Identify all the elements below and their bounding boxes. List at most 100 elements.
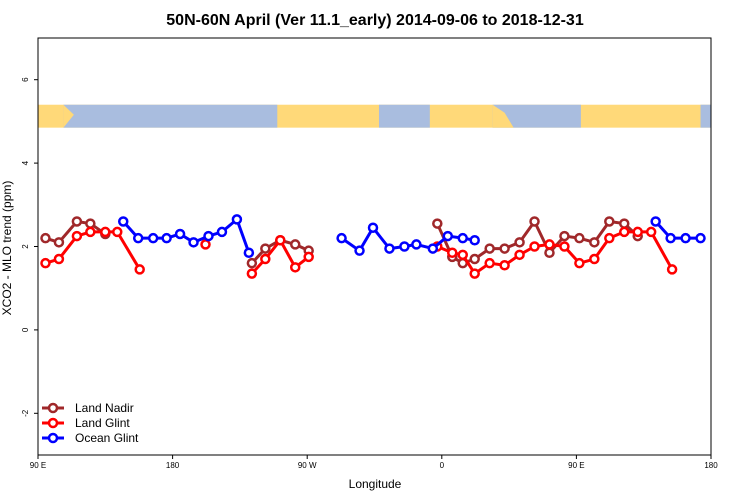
map-strip-coast	[63, 104, 74, 128]
data-point	[260, 253, 271, 265]
data-point	[384, 243, 395, 254]
series-line	[340, 226, 475, 253]
data-point	[589, 237, 600, 248]
data-point	[695, 232, 706, 244]
y-tick-label: 0	[21, 327, 30, 332]
data-point	[442, 230, 454, 242]
data-point	[53, 253, 65, 265]
legend-swatch-marker	[47, 402, 59, 414]
x-tick-label: 0	[440, 461, 445, 470]
data-point	[71, 216, 83, 227]
map-strip-ocean	[700, 104, 711, 128]
map-strip-coast	[492, 104, 514, 128]
data-point	[203, 230, 214, 242]
data-point	[447, 247, 458, 259]
data-point	[40, 232, 51, 244]
data-point	[231, 214, 243, 225]
data-point	[399, 241, 410, 252]
data-point	[645, 226, 657, 238]
map-strip-ocean	[63, 104, 278, 128]
data-point	[666, 264, 678, 275]
data-point	[484, 243, 495, 254]
data-point	[188, 237, 199, 248]
data-point	[604, 232, 615, 244]
data-point	[216, 226, 228, 238]
data-point	[367, 222, 379, 233]
data-point	[85, 218, 96, 229]
data-point	[559, 230, 570, 242]
series-line	[654, 220, 701, 240]
data-point	[303, 251, 314, 263]
data-point	[457, 249, 468, 261]
series-line	[122, 217, 251, 254]
data-point	[134, 264, 145, 275]
data-point	[246, 268, 258, 279]
legend-label: Ocean Glint	[75, 431, 139, 445]
data-point	[484, 257, 495, 269]
legend-label: Land Glint	[75, 416, 130, 430]
legend-item: Ocean Glint	[42, 431, 139, 445]
data-point	[174, 228, 186, 240]
data-point	[469, 234, 480, 246]
data-point	[574, 232, 585, 244]
data-point	[680, 232, 691, 244]
x-tick-label: 180	[166, 461, 180, 470]
data-point	[604, 216, 615, 227]
data-point	[559, 241, 570, 252]
data-point	[432, 218, 443, 229]
data-point	[589, 253, 600, 265]
data-point	[132, 232, 144, 244]
plot-frame	[37, 37, 712, 456]
data-point	[246, 257, 258, 269]
data-point	[469, 268, 480, 279]
data-point	[574, 257, 585, 269]
data-point	[354, 245, 365, 256]
data-point	[650, 216, 661, 227]
chart-title: 50N-60N April (Ver 11.1_early) 2014-09-0…	[166, 12, 584, 29]
data-point	[289, 239, 301, 250]
data-point	[457, 232, 468, 244]
legend-swatch-marker	[47, 432, 59, 444]
series-land-nadir	[40, 216, 643, 269]
series-ocean-glint	[117, 214, 706, 259]
data-point	[53, 237, 65, 248]
legend-item: Land Glint	[42, 416, 130, 430]
data-point	[112, 226, 123, 238]
y-tick-label: 2	[21, 244, 30, 249]
data-point	[117, 216, 129, 227]
data-point	[71, 230, 83, 242]
data-point	[100, 226, 111, 238]
data-point	[529, 216, 540, 227]
x-axis: 90 E 180 90 W 0 90 E 180	[30, 455, 718, 470]
legend-item: Land Nadir	[42, 401, 134, 415]
y-axis: -2 0 2 4 6	[21, 77, 38, 417]
x-tick-label: 90 W	[298, 461, 317, 470]
data-point	[336, 232, 347, 244]
data-point	[289, 262, 301, 273]
data-point	[40, 257, 51, 269]
data-point	[147, 232, 159, 244]
data-point	[544, 247, 555, 259]
data-point	[632, 226, 643, 238]
data-point	[499, 243, 510, 254]
series-layer	[40, 214, 706, 279]
data-point	[619, 226, 630, 238]
x-tick-label: 180	[704, 461, 718, 470]
data-point	[529, 241, 540, 252]
data-point	[427, 243, 439, 254]
legend-label: Land Nadir	[75, 401, 134, 415]
y-axis-label: XCO2 - MLO trend (ppm)	[0, 181, 14, 316]
y-tick-label: 6	[21, 77, 30, 82]
x-axis-label: Longitude	[349, 477, 402, 491]
data-point	[85, 226, 96, 238]
data-point	[260, 243, 271, 254]
y-tick-label: -2	[21, 409, 30, 417]
data-point	[514, 237, 525, 248]
data-point	[243, 247, 255, 259]
legend-swatch-marker	[47, 417, 59, 429]
data-point	[499, 260, 510, 271]
map-strip-ocean	[378, 104, 430, 128]
world-map-strip	[38, 104, 711, 128]
